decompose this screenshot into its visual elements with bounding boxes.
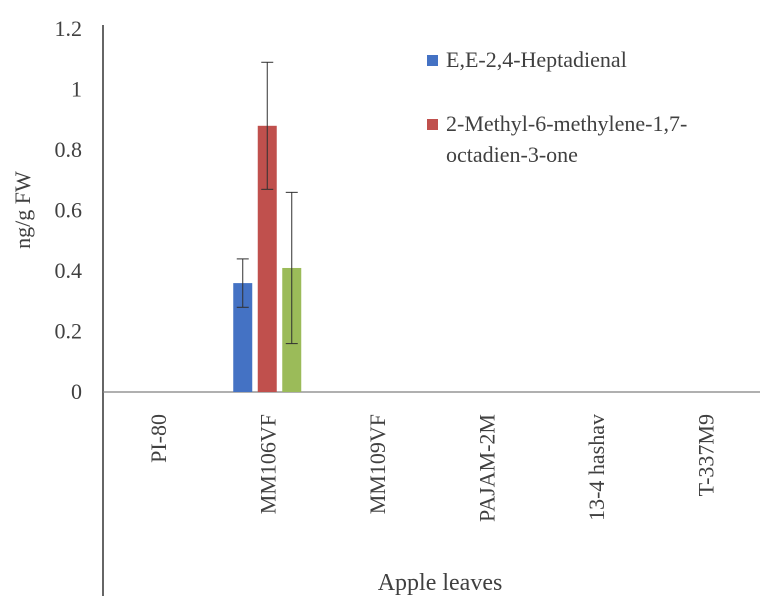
x-tick-label: MM109VF xyxy=(365,414,390,514)
y-axis: 0 0.2 0.4 0.6 0.8 1 1.2 xyxy=(55,16,104,596)
legend-swatch xyxy=(427,55,438,66)
x-axis-title: Apple leaves xyxy=(378,570,503,596)
legend-label: 2-Methyl-6-methylene-1,7- xyxy=(446,111,687,136)
legend-label: E,E-2,4-Heptadienal xyxy=(446,47,627,72)
error-bars xyxy=(236,61,298,345)
y-tick-label: 0.6 xyxy=(55,198,83,223)
x-tick-label: T-337M9 xyxy=(693,414,718,496)
x-tick-label: 13-4 hashav xyxy=(584,414,609,521)
y-tick-label: 1.2 xyxy=(55,16,83,41)
y-tick-label: 0.8 xyxy=(55,137,83,162)
legend: E,E-2,4-Heptadienal 2-Methyl-6-methylene-… xyxy=(427,47,687,167)
bar xyxy=(233,283,253,392)
y-tick-label: 1 xyxy=(71,77,82,102)
y-axis-title: ng/g FW xyxy=(10,171,35,249)
x-axis: PI-80 MM106VF MM109VF PAJAM-2M 13-4 hashav T-… xyxy=(103,391,760,522)
x-tick-label: PI-80 xyxy=(146,414,171,463)
y-tick-label: 0.2 xyxy=(55,319,83,344)
x-tick-label: PAJAM-2M xyxy=(474,414,499,522)
x-tick-label: MM106VF xyxy=(255,414,280,514)
bar xyxy=(257,125,277,393)
legend-swatch xyxy=(427,119,438,130)
y-tick-label: 0.4 xyxy=(55,258,83,283)
legend-label: octadien-3-one xyxy=(446,142,578,167)
y-tick-label: 0 xyxy=(71,379,82,404)
